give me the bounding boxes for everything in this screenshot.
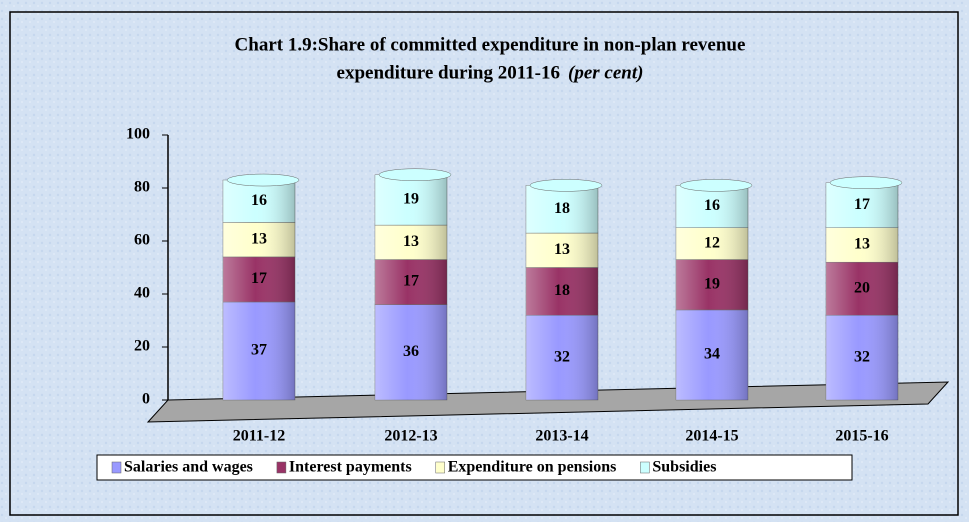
bar-shade xyxy=(526,233,598,268)
legend-swatch xyxy=(640,461,650,474)
bar-shade xyxy=(826,262,898,316)
chart-title-unit: (per cent) xyxy=(568,62,643,83)
legend-label: Subsidies xyxy=(652,459,716,476)
legend-swatch xyxy=(276,461,287,474)
data-label: 13 xyxy=(554,241,570,258)
chart-title: expenditure during 2011-16 xyxy=(337,62,560,83)
data-label: 13 xyxy=(251,230,267,247)
y-tick-label: 20 xyxy=(134,338,150,355)
y-tick-label: 40 xyxy=(134,285,150,302)
bar-shade xyxy=(223,180,295,223)
data-label: 16 xyxy=(251,192,267,209)
data-label: 13 xyxy=(854,236,870,253)
bar-shade xyxy=(375,304,447,400)
data-label: 34 xyxy=(704,346,720,363)
legend-swatch xyxy=(435,461,445,474)
bar-top xyxy=(679,179,753,192)
frame xyxy=(9,11,959,516)
bar-shade xyxy=(223,256,295,302)
data-label: 13 xyxy=(403,233,419,250)
bar-shade xyxy=(826,227,898,263)
x-tick-label: 2014-15 xyxy=(685,428,738,445)
bar-top xyxy=(378,168,452,181)
legend-swatch xyxy=(111,461,122,474)
data-label: 36 xyxy=(403,343,419,360)
data-label: 32 xyxy=(854,348,870,365)
bar-shade xyxy=(676,185,748,228)
data-label: 32 xyxy=(554,348,570,365)
legend-label: Expenditure on pensions xyxy=(448,459,617,476)
bar-shade xyxy=(526,267,598,316)
bar-shade xyxy=(676,309,748,400)
bar-shade xyxy=(526,185,598,234)
data-label: 18 xyxy=(554,282,570,299)
bar-shade xyxy=(375,259,447,305)
bar-top xyxy=(529,179,603,192)
bar-shade xyxy=(375,225,447,260)
data-label: 20 xyxy=(854,279,870,296)
bar-shade xyxy=(826,182,898,228)
data-label: 16 xyxy=(704,197,720,214)
y-tick-label: 0 xyxy=(142,391,150,408)
data-label: 19 xyxy=(704,275,720,292)
data-label: 17 xyxy=(251,270,267,287)
y-tick-label: 100 xyxy=(126,126,150,143)
bar-shade xyxy=(375,174,447,226)
y-tick-label: 80 xyxy=(134,179,150,196)
bar-shade xyxy=(223,301,295,400)
y-tick-label: 60 xyxy=(134,232,150,249)
bar-shade xyxy=(676,259,748,310)
bar-shade xyxy=(826,315,898,400)
bar-shade xyxy=(223,222,295,257)
x-tick-label: 2012-13 xyxy=(384,428,437,445)
bar-shade xyxy=(676,227,748,260)
data-label: 17 xyxy=(854,196,870,213)
bar-top xyxy=(829,176,903,189)
data-label: 37 xyxy=(251,342,267,359)
legend-label: Interest payments xyxy=(289,459,412,476)
x-tick-label: 2015-16 xyxy=(835,428,888,445)
x-tick-label: 2013-14 xyxy=(535,428,588,445)
data-label: 19 xyxy=(403,191,419,208)
chart-title: Chart 1.9:Share of committed expenditure… xyxy=(235,34,746,55)
data-label: 12 xyxy=(704,234,720,251)
legend xyxy=(96,454,853,481)
data-label: 18 xyxy=(554,200,570,217)
legend-label: Salaries and wages xyxy=(124,459,253,476)
x-tick-label: 2011-12 xyxy=(233,428,285,445)
bar-shade xyxy=(526,315,598,400)
bar-top xyxy=(226,173,300,187)
data-label: 17 xyxy=(403,273,419,290)
